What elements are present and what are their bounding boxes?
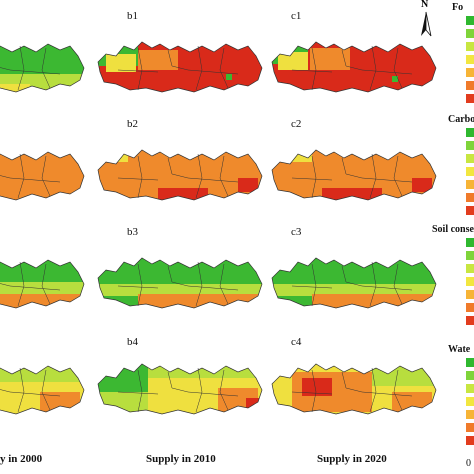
legend-swatch-2-2 <box>466 264 474 273</box>
panel-label-c1: c1 <box>291 10 302 22</box>
column-title-2020: Supply in 2020 <box>317 453 387 465</box>
legend-swatch-2-0 <box>466 238 474 247</box>
legend-title-carbon: Carbo <box>448 114 474 125</box>
map-food-2 <box>271 41 437 93</box>
legend-title-water: Wate <box>448 344 471 355</box>
panel-label-c2: c2 <box>291 118 302 130</box>
legend-swatch-0-5 <box>466 81 474 90</box>
legend-swatch-0-1 <box>466 29 474 38</box>
map-soil-1 <box>97 257 263 309</box>
north-arrow-icon: N <box>418 0 434 38</box>
legend-swatch-2-6 <box>466 316 474 325</box>
legend-title-food: Fo <box>452 2 464 13</box>
legend-swatch-2-5 <box>466 303 474 312</box>
map-carbon-0 <box>0 149 85 201</box>
legend-swatch-3-6 <box>466 436 474 445</box>
column-title-2010: Supply in 2010 <box>146 453 216 465</box>
legend-swatch-3-3 <box>466 397 474 406</box>
map-water-1 <box>97 363 263 415</box>
panel-label-b2: b2 <box>127 118 138 130</box>
panel-label-b1: b1 <box>127 10 138 22</box>
legend-swatch-3-0 <box>466 358 474 367</box>
legend-swatch-1-0 <box>466 128 474 137</box>
legend-swatch-1-3 <box>466 167 474 176</box>
legend-swatch-0-3 <box>466 55 474 64</box>
legend-swatch-3-5 <box>466 423 474 432</box>
map-water-0 <box>0 363 85 415</box>
legend-swatch-3-2 <box>466 384 474 393</box>
map-soil-2 <box>271 257 437 309</box>
legend-swatch-1-1 <box>466 141 474 150</box>
legend-swatch-1-6 <box>466 206 474 215</box>
map-food-0 <box>0 41 85 93</box>
north-arrow-letter: N <box>421 0 429 10</box>
map-carbon-2 <box>271 149 437 201</box>
legend-swatch-1-4 <box>466 180 474 189</box>
column-title-2000: y in 2000 <box>0 453 43 465</box>
panel-label-b4: b4 <box>127 336 138 348</box>
panel-label-c3: c3 <box>291 226 302 238</box>
legend-bottom-tick: 0 <box>466 458 471 469</box>
map-carbon-1 <box>97 149 263 201</box>
legend-swatch-0-6 <box>466 94 474 103</box>
legend-swatch-0-2 <box>466 42 474 51</box>
legend-swatch-3-4 <box>466 410 474 419</box>
maps-layer <box>0 41 437 415</box>
legend-swatch-2-4 <box>466 290 474 299</box>
legend-swatch-3-1 <box>466 371 474 380</box>
panel-label-c4: c4 <box>291 336 302 348</box>
legend-swatch-0-0 <box>466 16 474 25</box>
legend-swatch-1-5 <box>466 193 474 202</box>
map-food-1 <box>97 41 263 93</box>
map-soil-0 <box>0 257 85 309</box>
legend-swatch-2-3 <box>466 277 474 286</box>
map-water-2 <box>271 363 437 415</box>
legend-swatch-0-4 <box>466 68 474 77</box>
legend-title-soil: Soil conse <box>432 224 474 235</box>
legend-swatch-2-1 <box>466 251 474 260</box>
legend-swatch-1-2 <box>466 154 474 163</box>
panel-label-b3: b3 <box>127 226 138 238</box>
